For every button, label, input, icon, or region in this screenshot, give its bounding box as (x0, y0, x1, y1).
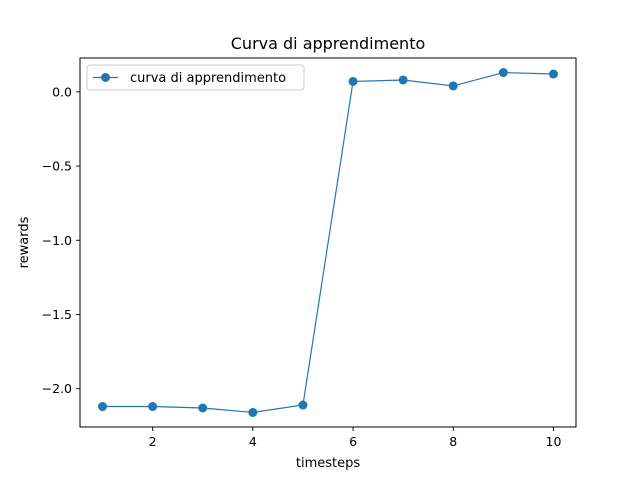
legend-entry-label: curva di apprendimento (130, 71, 286, 86)
x-axis: 2 4 6 8 10 (149, 427, 562, 449)
data-point (498, 68, 508, 78)
data-point (98, 402, 108, 412)
legend-marker-swatch (101, 73, 110, 82)
data-point (448, 81, 458, 91)
x-tick-label: 6 (349, 434, 357, 449)
y-tick-label: −2.0 (42, 381, 72, 396)
data-point (298, 400, 308, 410)
x-tick-label: 8 (449, 434, 457, 449)
x-axis-label: timesteps (296, 456, 360, 471)
data-point (198, 403, 208, 413)
data-point (548, 69, 558, 79)
data-point (398, 75, 408, 85)
y-tick-label: −1.0 (42, 233, 72, 248)
chart-title: Curva di apprendimento (231, 34, 426, 53)
data-point (348, 76, 358, 86)
x-tick-label: 2 (149, 434, 157, 449)
x-tick-label: 10 (546, 434, 562, 449)
y-tick-label: −0.5 (42, 159, 72, 174)
y-axis-label: rewards (17, 216, 32, 268)
data-point (148, 402, 158, 412)
y-axis: 0.0 −0.5 −1.0 −1.5 −2.0 (42, 84, 80, 396)
y-tick-label: −1.5 (42, 307, 72, 322)
data-point (248, 407, 258, 417)
plot-area (98, 68, 558, 417)
x-tick-label: 4 (249, 434, 257, 449)
legend: curva di apprendimento (86, 64, 305, 91)
axes-frame (79, 57, 577, 428)
legend-box (86, 64, 305, 91)
y-tick-label: 0.0 (52, 84, 72, 99)
series-line (102, 71, 554, 414)
